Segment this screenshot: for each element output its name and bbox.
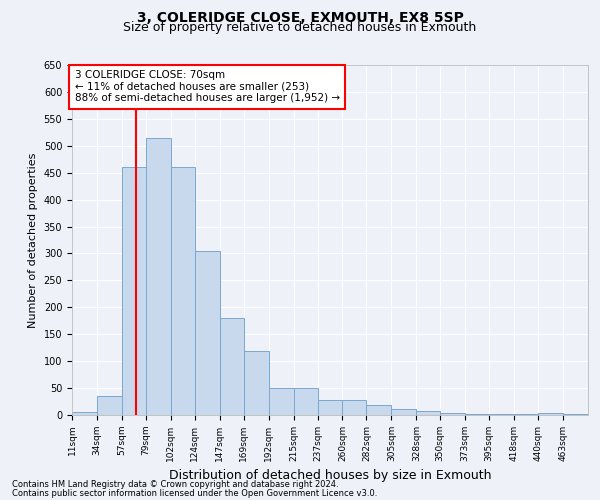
Bar [514,414,538,415]
Bar [97,396,122,415]
Bar [244,352,269,415]
Bar [538,413,563,415]
Bar [367,406,391,415]
Bar [416,410,440,415]
Bar [220,318,244,415]
Bar [440,413,465,415]
Bar [465,414,489,415]
Text: Size of property relative to detached houses in Exmouth: Size of property relative to detached ho… [124,21,476,34]
Bar [563,414,588,415]
Bar [122,168,146,415]
Bar [195,251,220,415]
Bar [489,414,514,415]
Bar [317,400,343,415]
X-axis label: Distribution of detached houses by size in Exmouth: Distribution of detached houses by size … [169,470,491,482]
Bar [72,412,97,415]
Bar [146,138,171,415]
Y-axis label: Number of detached properties: Number of detached properties [28,152,38,328]
Bar [293,388,317,415]
Text: Contains public sector information licensed under the Open Government Licence v3: Contains public sector information licen… [12,488,377,498]
Bar [171,168,195,415]
Bar [343,400,367,415]
Text: Contains HM Land Registry data © Crown copyright and database right 2024.: Contains HM Land Registry data © Crown c… [12,480,338,489]
Text: 3 COLERIDGE CLOSE: 70sqm
← 11% of detached houses are smaller (253)
88% of semi-: 3 COLERIDGE CLOSE: 70sqm ← 11% of detach… [74,70,340,103]
Text: 3, COLERIDGE CLOSE, EXMOUTH, EX8 5SP: 3, COLERIDGE CLOSE, EXMOUTH, EX8 5SP [137,11,463,25]
Bar [269,388,293,415]
Bar [391,408,416,415]
